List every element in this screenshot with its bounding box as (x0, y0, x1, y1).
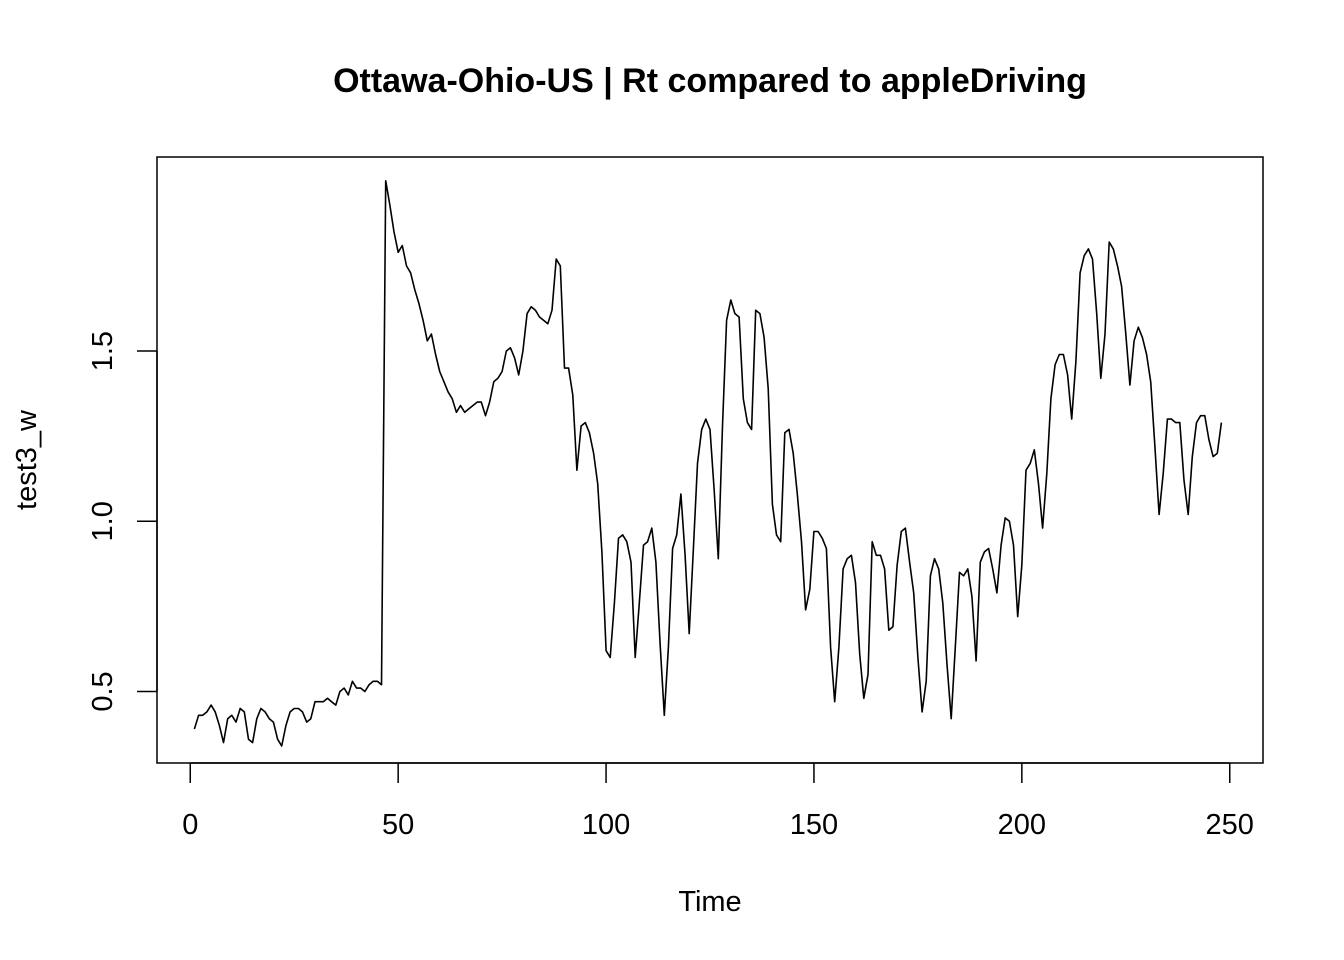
x-tick-label: 250 (1206, 809, 1254, 841)
plot-frame (156, 156, 1264, 764)
series-line (193, 180, 1223, 747)
y-tick-label: 1.0 (87, 501, 119, 541)
chart-title: Ottawa-Ohio-US | Rt compared to appleDri… (333, 62, 1087, 100)
x-tick-label: 150 (790, 809, 838, 841)
x-axis-label: Time (678, 886, 741, 918)
y-axis: 0.5 1.0 1.5 (87, 331, 158, 712)
x-tick-label: 100 (582, 809, 630, 841)
x-tick-label: 200 (998, 809, 1046, 841)
x-tick-label: 0 (182, 809, 198, 841)
x-axis: 0 50 100 150 200 250 (182, 762, 1254, 841)
y-tick-label: 1.5 (87, 331, 119, 371)
y-axis-label: test3_w (11, 409, 43, 510)
y-tick-label: 0.5 (87, 671, 119, 711)
x-tick-label: 50 (382, 809, 414, 841)
